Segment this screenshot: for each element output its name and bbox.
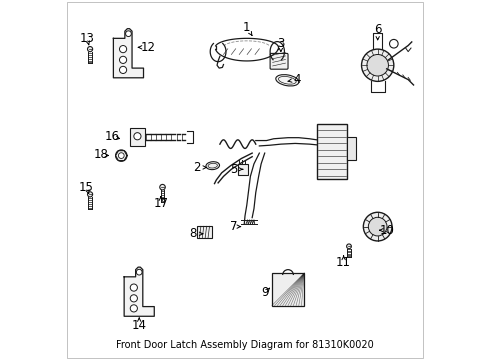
Circle shape	[364, 212, 392, 241]
Text: 17: 17	[153, 197, 168, 210]
Text: 13: 13	[80, 32, 95, 45]
Circle shape	[136, 269, 142, 275]
Text: 12: 12	[141, 41, 156, 54]
Text: 10: 10	[379, 224, 394, 237]
Circle shape	[120, 56, 126, 63]
Ellipse shape	[276, 75, 299, 86]
Bar	[238, 163, 248, 175]
Text: 5: 5	[230, 163, 237, 176]
Circle shape	[160, 184, 165, 190]
Text: 11: 11	[336, 256, 351, 269]
Circle shape	[119, 153, 124, 158]
Ellipse shape	[206, 162, 220, 170]
Text: 8: 8	[189, 227, 196, 240]
Text: 16: 16	[105, 130, 120, 144]
Text: 6: 6	[374, 23, 381, 36]
Text: 4: 4	[293, 73, 301, 86]
Polygon shape	[113, 29, 144, 78]
Circle shape	[368, 217, 387, 236]
Text: 15: 15	[79, 181, 94, 194]
Circle shape	[88, 192, 93, 197]
Text: 1: 1	[243, 21, 250, 34]
Bar	[197, 226, 212, 238]
Circle shape	[130, 295, 137, 302]
Text: 3: 3	[277, 37, 285, 50]
Circle shape	[367, 54, 389, 76]
Text: 2: 2	[193, 161, 200, 174]
Bar	[347, 137, 356, 160]
Circle shape	[120, 66, 126, 73]
Circle shape	[120, 45, 126, 53]
Circle shape	[130, 284, 137, 291]
Circle shape	[116, 150, 127, 161]
Bar	[317, 123, 347, 179]
Bar	[272, 273, 304, 306]
Polygon shape	[124, 267, 154, 316]
Bar	[130, 128, 145, 146]
Circle shape	[134, 133, 141, 140]
Circle shape	[88, 46, 93, 52]
Text: 7: 7	[230, 220, 237, 233]
Circle shape	[130, 305, 137, 312]
Text: 18: 18	[94, 148, 109, 161]
Text: 14: 14	[132, 319, 147, 332]
FancyBboxPatch shape	[270, 53, 288, 69]
Circle shape	[346, 244, 351, 249]
Text: 9: 9	[261, 287, 269, 300]
Circle shape	[362, 49, 394, 81]
Circle shape	[125, 31, 131, 37]
Text: Front Door Latch Assembly Diagram for 81310K0020: Front Door Latch Assembly Diagram for 81…	[116, 340, 374, 350]
